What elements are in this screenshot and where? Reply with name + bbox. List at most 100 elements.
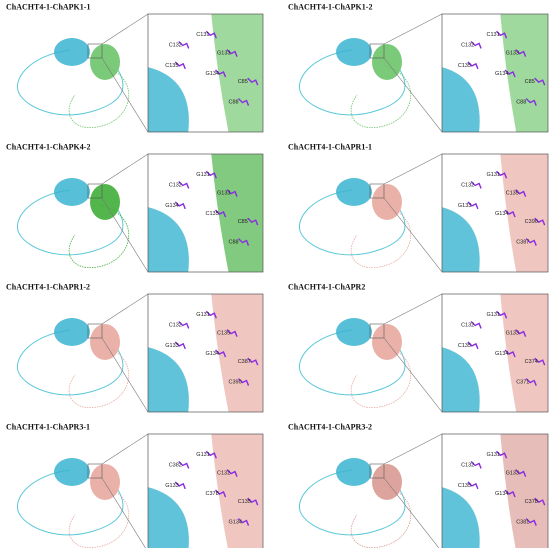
residue-stick (226, 49, 238, 57)
zoom-box (441, 293, 549, 413)
residue-label: G131 (196, 312, 209, 318)
residue-label: G133 (506, 51, 519, 57)
residue-label: G133 (217, 51, 230, 57)
coil (350, 64, 411, 129)
focus-square (369, 463, 385, 479)
residue-label: C378 (206, 491, 219, 497)
residue-stick (215, 349, 227, 358)
residue-label: C131 (487, 32, 500, 38)
residue-label: C135 (217, 331, 230, 337)
residue-label: C85 (525, 79, 535, 85)
residue-label: C135 (458, 343, 471, 349)
coil (299, 469, 406, 536)
coil (68, 484, 129, 548)
residue-stick (215, 209, 227, 218)
residue-stick (247, 77, 259, 86)
coil (299, 49, 406, 116)
residue-label: C88 (516, 100, 526, 106)
zoom-box (441, 13, 549, 133)
residue-stick (226, 329, 238, 337)
residue-stick (504, 69, 516, 78)
residue-stick (534, 217, 546, 226)
residue-stick (467, 481, 479, 490)
panel: ChACHT4-1-ChAPK4-2 G131 C132 G133 G134 C135 C8… (6, 143, 264, 273)
residue-stick (515, 189, 527, 197)
zoom-b (500, 294, 548, 412)
residue-stick (525, 98, 537, 106)
residue-label: C88 (229, 240, 239, 246)
zoom-b (500, 14, 548, 132)
residue-label: C387 (516, 240, 529, 246)
zoom-a (148, 67, 189, 132)
residue-label: G133 (506, 471, 519, 477)
residue-label: C135 (165, 63, 178, 69)
connector (383, 337, 443, 413)
zoom-box (441, 153, 549, 273)
residue-label: C132 (461, 182, 474, 188)
focus-square (87, 183, 103, 199)
residue-stick (470, 320, 482, 329)
zoom-a (442, 207, 480, 272)
residue-stick (205, 30, 217, 39)
residue-label: G134 (495, 71, 508, 77)
focus-square (369, 183, 385, 199)
panel-title: ChACHT4-1-ChAPR1-2 (6, 283, 90, 292)
residue-stick (534, 77, 546, 86)
protein-a (336, 318, 372, 346)
connector (383, 197, 443, 273)
residue-stick (247, 217, 259, 226)
residue-label: G134 (229, 520, 242, 526)
residue-label: C135 (238, 499, 251, 505)
connector (101, 337, 149, 413)
residue-label: G134 (206, 71, 219, 77)
residue-stick (178, 320, 190, 329)
zoom-b (211, 294, 263, 412)
zoom-box (441, 433, 549, 548)
connector (101, 433, 149, 465)
focus-square (369, 43, 385, 59)
residue-stick (174, 61, 186, 70)
zoom-a (442, 347, 480, 412)
coil (68, 344, 129, 409)
residue-stick (226, 189, 238, 197)
residue-label: G133 (217, 191, 230, 197)
residue-stick (174, 481, 186, 490)
residue-stick (496, 30, 508, 39)
protein-a (336, 458, 372, 486)
residue-label: G131 (487, 312, 500, 318)
panel: ChACHT4-1-ChAPK1-1 C131 C132 G133 C135 G134 C8… (6, 3, 264, 133)
protein-b (90, 324, 120, 360)
focus-square (369, 323, 385, 339)
residue-label: C374 (525, 359, 538, 365)
connector (383, 433, 443, 465)
zoom-a (442, 67, 480, 132)
residue-stick (215, 489, 227, 498)
residue-label: C132 (461, 462, 474, 468)
residue-label: C390 (525, 219, 538, 225)
residue-stick (205, 310, 217, 319)
zoom-b (211, 14, 263, 132)
connector (383, 477, 440, 548)
residue-label: C85 (238, 79, 248, 85)
residue-label: G133 (506, 331, 519, 337)
connector (101, 13, 149, 45)
residue-stick (504, 209, 516, 218)
protein-b (90, 184, 120, 220)
panel-title: ChACHT4-1-ChAPR3-2 (288, 423, 372, 432)
connector (383, 13, 443, 45)
protein-a (54, 178, 90, 206)
residue-stick (178, 180, 190, 189)
panel-title: ChACHT4-1-ChAPR2 (288, 283, 365, 292)
residue-stick (525, 378, 537, 386)
zoom-a (148, 487, 189, 548)
residue-stick (470, 460, 482, 469)
residue-label: C390 (229, 380, 242, 386)
connector (101, 293, 149, 325)
residue-stick (205, 450, 217, 459)
protein-b (90, 464, 120, 500)
connector (383, 57, 443, 133)
residue-label: G131 (487, 172, 500, 178)
panel-title: ChACHT4-1-ChAPR3-1 (6, 423, 90, 432)
residue-stick (470, 180, 482, 189)
